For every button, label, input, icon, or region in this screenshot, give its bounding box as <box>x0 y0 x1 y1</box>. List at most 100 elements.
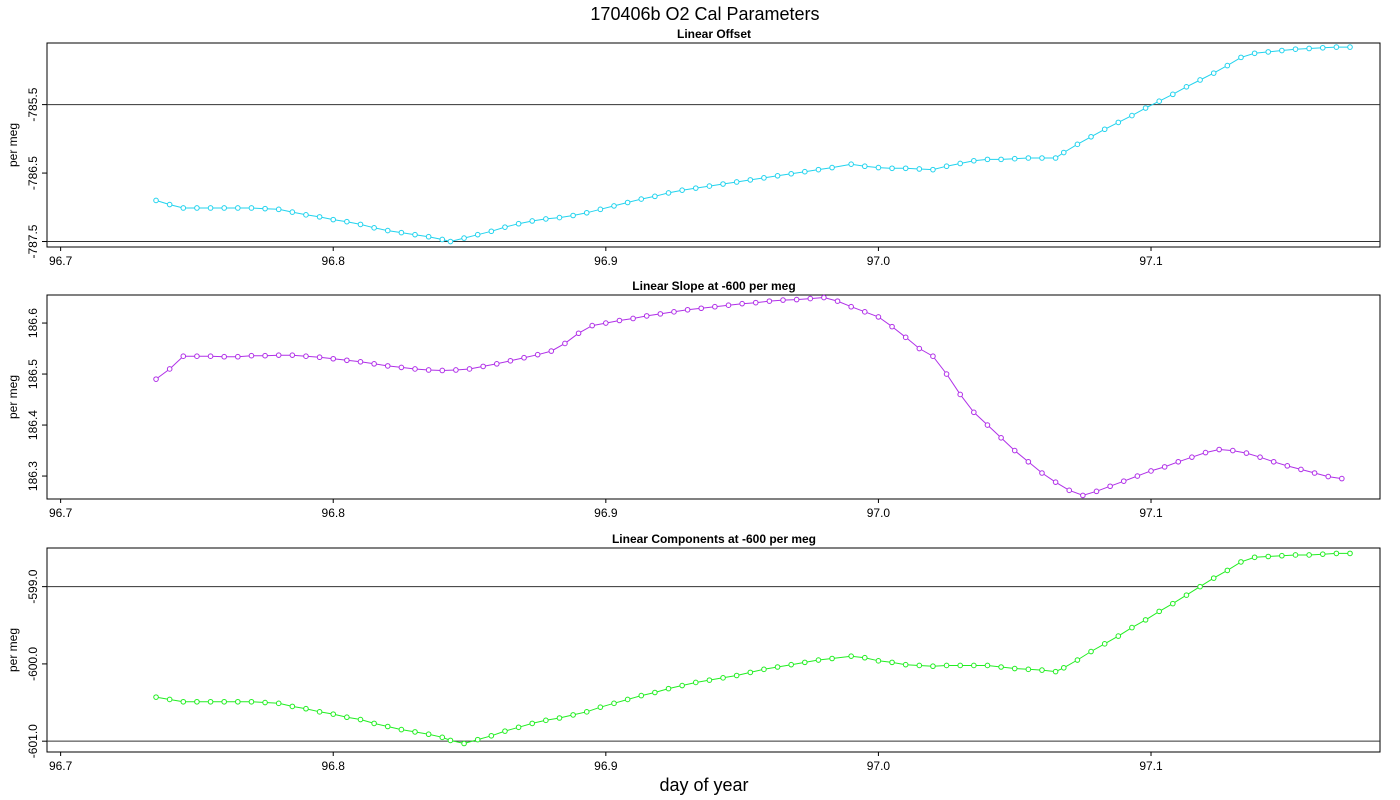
data-point-linear-slope-57 <box>930 353 936 360</box>
series-linear-slope <box>153 294 1345 499</box>
data-point-linear-offset-25 <box>488 228 495 235</box>
data-point-linear-offset-17 <box>384 227 391 234</box>
data-point-linear-slope-49 <box>821 294 827 301</box>
data-point-linear-slope-7 <box>248 352 255 359</box>
data-point-linear-components-44 <box>747 669 754 676</box>
ylabel-linear-offset: per meg <box>6 123 20 167</box>
data-point-linear-components-70 <box>1101 641 1108 647</box>
data-point-linear-offset-47 <box>788 170 794 177</box>
data-point-linear-offset-50 <box>829 164 835 171</box>
data-point-linear-offset-31 <box>570 212 576 219</box>
data-point-linear-components-66 <box>1052 668 1059 675</box>
data-point-linear-components-1 <box>166 696 173 703</box>
data-point-linear-slope-82 <box>1270 458 1277 465</box>
data-point-linear-components-20 <box>425 731 432 738</box>
x-axis-linear-slope: 96.7 96.8 96.9 97.0 97.1 <box>49 499 1163 520</box>
data-point-linear-components-49 <box>815 657 822 663</box>
data-point-linear-offset-45 <box>761 175 767 181</box>
data-point-linear-offset-43 <box>733 179 740 185</box>
data-point-linear-slope-59 <box>957 391 964 398</box>
x-tick-label-linear-slope-1: 96.8 <box>322 506 346 520</box>
data-point-linear-slope-36 <box>643 313 650 319</box>
data-point-linear-components-73 <box>1142 617 1149 623</box>
x-tick-label-linear-components-0: 96.7 <box>49 759 73 773</box>
data-point-linear-slope-23 <box>466 366 473 372</box>
data-point-linear-components-59 <box>957 662 964 669</box>
data-point-linear-components-47 <box>788 661 794 668</box>
x-tick-label-linear-components-4: 97.1 <box>1139 759 1163 773</box>
data-point-linear-components-18 <box>398 726 405 733</box>
data-point-linear-slope-4 <box>207 353 214 360</box>
data-point-linear-offset-60 <box>971 157 977 164</box>
data-point-linear-components-35 <box>624 696 631 703</box>
figure-title: 170406b O2 Cal Parameters <box>590 4 819 24</box>
data-point-linear-slope-38 <box>671 309 677 315</box>
data-point-linear-offset-46 <box>774 173 781 179</box>
data-point-linear-offset-40 <box>692 185 699 191</box>
data-point-linear-offset-11 <box>303 212 309 218</box>
data-point-linear-offset-0 <box>153 197 159 204</box>
x-tick-label-linear-offset-2: 96.9 <box>594 254 618 268</box>
data-point-linear-offset-19 <box>412 231 418 238</box>
data-point-linear-slope-28 <box>534 351 541 358</box>
data-point-linear-components-67 <box>1060 664 1067 671</box>
data-point-linear-slope-63 <box>1011 447 1018 454</box>
panel-linear-offset: Linear Offset per meg 96.7 96.8 96.9 97.0 97… <box>6 27 1381 268</box>
data-point-linear-components-40 <box>692 679 699 686</box>
data-point-linear-components-16 <box>371 720 377 727</box>
data-point-linear-components-57 <box>930 663 936 670</box>
data-point-linear-offset-62 <box>998 156 1004 163</box>
y-tick-label-linear-slope-2: 186.5 <box>26 359 40 389</box>
data-point-linear-offset-52 <box>861 163 868 170</box>
data-point-linear-offset-73 <box>1142 105 1149 111</box>
ylabel-linear-components: per meg <box>6 628 20 672</box>
data-point-linear-offset-33 <box>597 206 604 213</box>
y-tick-label-linear-offset-0: -787.5 <box>26 224 40 258</box>
data-point-linear-offset-67 <box>1060 149 1067 156</box>
data-point-linear-components-9 <box>275 700 282 707</box>
data-point-linear-slope-52 <box>861 309 868 315</box>
data-point-linear-components-27 <box>515 724 522 731</box>
data-point-linear-slope-77 <box>1202 449 1209 456</box>
data-point-linear-slope-66 <box>1052 479 1059 485</box>
data-point-linear-offset-53 <box>875 164 882 171</box>
data-point-linear-offset-27 <box>515 220 522 227</box>
data-point-linear-components-72 <box>1129 624 1135 631</box>
data-point-linear-components-52 <box>861 654 868 661</box>
data-point-linear-offset-37 <box>652 193 658 200</box>
y-tick-label-linear-components-1: -600.0 <box>26 647 40 681</box>
data-point-linear-components-75 <box>1170 600 1176 607</box>
data-point-linear-components-38 <box>665 685 672 692</box>
data-point-linear-components-83 <box>1279 552 1285 559</box>
data-point-linear-slope-24 <box>480 363 486 370</box>
data-point-linear-offset-38 <box>665 190 672 196</box>
data-point-linear-slope-42 <box>725 302 732 309</box>
data-point-linear-slope-16 <box>371 361 377 367</box>
panel-title-linear-components: Linear Components at -600 per meg <box>612 532 816 546</box>
data-point-linear-slope-71 <box>1120 478 1127 484</box>
data-point-linear-slope-12 <box>316 354 323 361</box>
data-point-linear-components-15 <box>357 716 364 723</box>
data-point-linear-components-76 <box>1183 592 1190 598</box>
data-point-linear-components-19 <box>412 729 418 735</box>
data-point-linear-components-43 <box>733 672 740 679</box>
series-line-linear-slope <box>155 296 1342 496</box>
data-point-linear-components-2 <box>180 698 187 705</box>
data-point-linear-slope-61 <box>984 422 991 428</box>
data-point-linear-offset-80 <box>1238 54 1244 61</box>
data-point-linear-components-65 <box>1039 667 1045 673</box>
data-point-linear-offset-58 <box>943 163 950 170</box>
x-tick-label-linear-offset-4: 97.1 <box>1139 254 1163 268</box>
data-point-linear-offset-22 <box>447 238 454 245</box>
data-point-linear-components-64 <box>1025 666 1032 673</box>
data-point-linear-slope-74 <box>1161 464 1168 470</box>
data-point-linear-offset-64 <box>1025 155 1032 161</box>
y-axis-linear-slope: 186.3 186.4 186.5 186.6 <box>26 308 47 491</box>
data-point-linear-offset-71 <box>1115 119 1122 126</box>
panel-title-linear-slope: Linear Slope at -600 per meg <box>632 279 795 293</box>
data-point-linear-offset-74 <box>1156 98 1162 104</box>
data-point-linear-slope-43 <box>739 300 745 307</box>
data-point-linear-slope-41 <box>712 303 718 310</box>
series-linear-components <box>153 550 1353 747</box>
data-point-linear-offset-3 <box>194 205 200 211</box>
